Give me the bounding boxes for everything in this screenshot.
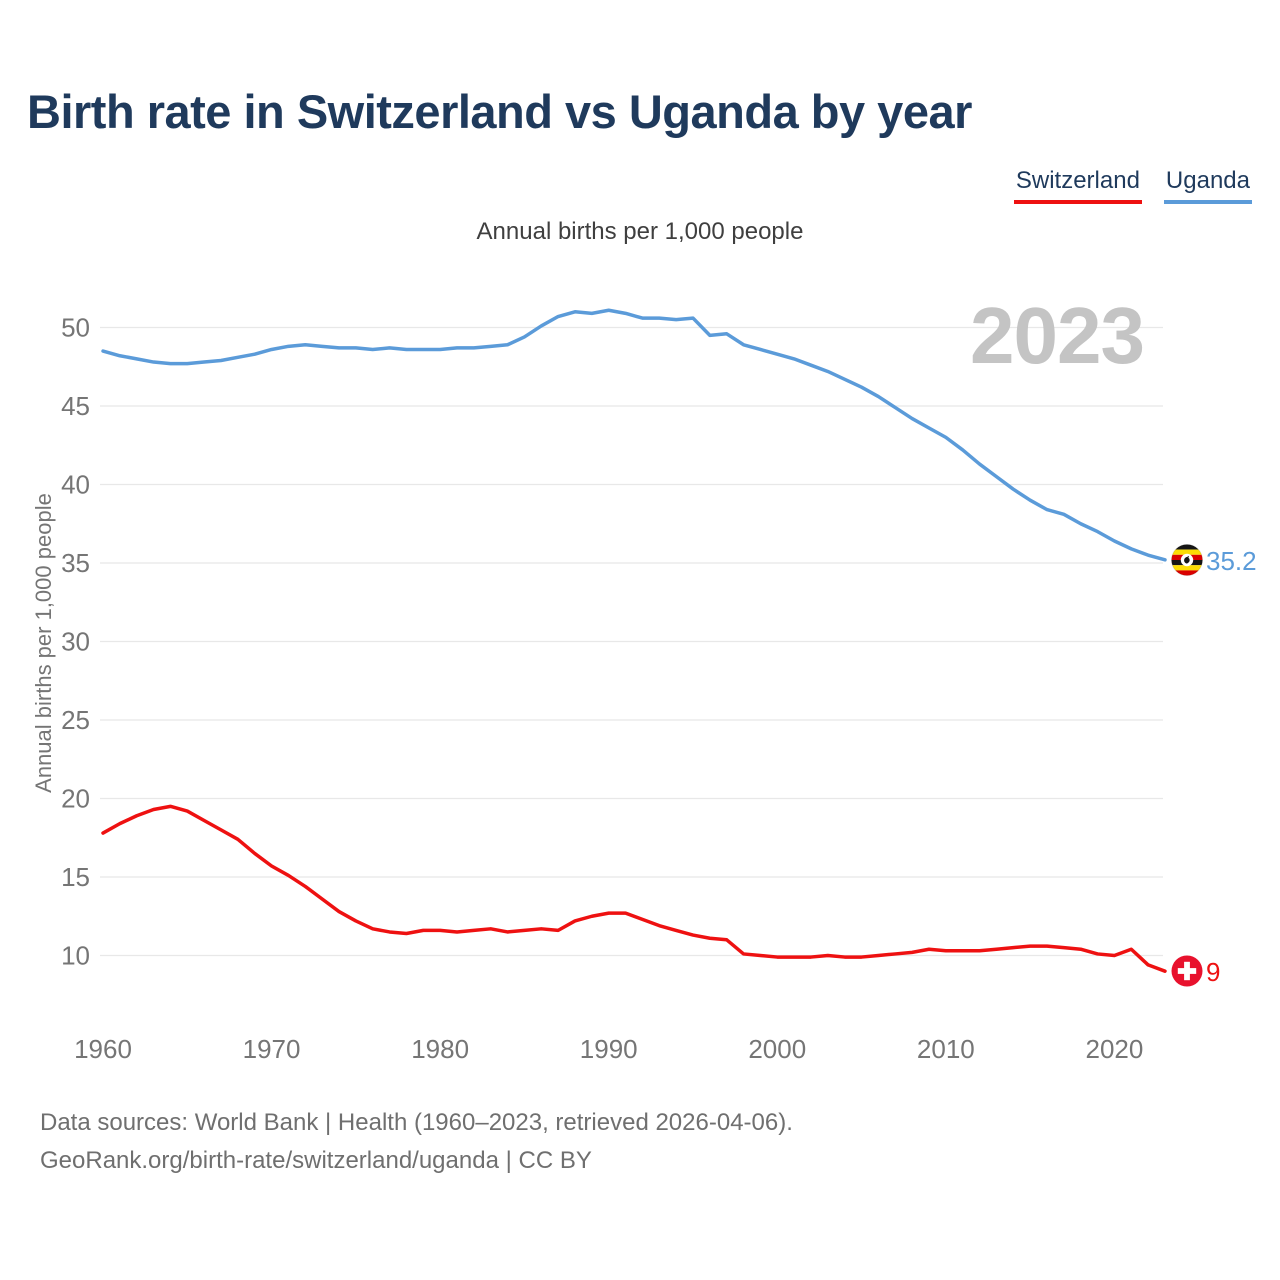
x-tick-label: 1990	[580, 1034, 638, 1064]
switzerland-end-value-label: 9	[1206, 957, 1220, 987]
y-tick-label: 15	[61, 862, 90, 892]
footer-url-line: GeoRank.org/birth-rate/switzerland/ugand…	[40, 1147, 592, 1174]
y-tick-label: 50	[61, 313, 90, 343]
x-tick-label: 1980	[411, 1034, 469, 1064]
y-tick-label: 25	[61, 705, 90, 735]
y-tick-label: 10	[61, 941, 90, 971]
x-tick-label: 2020	[1085, 1034, 1143, 1064]
chart-subtitle: Annual births per 1,000 people	[476, 218, 804, 245]
legend-item-switzerland[interactable]: Switzerland	[1013, 167, 1142, 204]
series-layer	[101, 308, 1167, 973]
x-tick-label: 2000	[748, 1034, 806, 1064]
x-tick-label: 2010	[917, 1034, 975, 1064]
uganda-flag-icon	[1171, 544, 1203, 576]
y-tick-label: 40	[61, 470, 90, 500]
legend-item-uganda[interactable]: Uganda	[1163, 167, 1252, 204]
x-tick-label: 1970	[243, 1034, 301, 1064]
uganda-end-value-label: 35.2	[1206, 546, 1257, 576]
series-line-uganda	[101, 308, 1167, 562]
year-watermark: 2023	[970, 291, 1144, 380]
series-line-switzerland	[101, 804, 1167, 973]
footer-attribution: Data sources: World Bank | Health (1960–…	[40, 1104, 793, 1180]
chart-legend: Switzerland Uganda	[1013, 167, 1252, 204]
grid-layer: 10 15 20 25 30 35 40 45 50 1960 1970 1980 1990 2000 20…	[61, 313, 1163, 1064]
switzerland-flag-icon	[1171, 955, 1203, 987]
y-tick-label: 35	[61, 548, 90, 578]
y-tick-label: 30	[61, 627, 90, 657]
page-title: Birth rate in Switzerland vs Uganda by y…	[27, 85, 972, 138]
y-tick-label: 45	[61, 391, 90, 421]
footer-sources-line: Data sources: World Bank | Health (1960–…	[40, 1109, 793, 1136]
y-tick-label: 20	[61, 784, 90, 814]
x-tick-label: 1960	[74, 1034, 132, 1064]
